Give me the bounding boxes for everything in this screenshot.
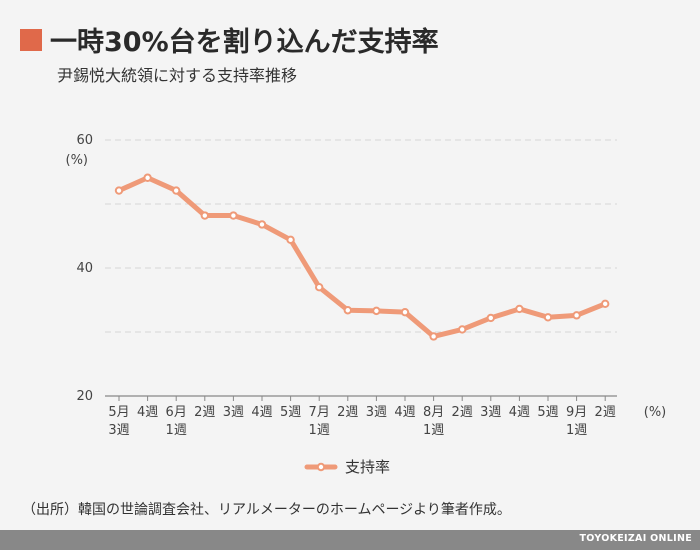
y-tick-label: 20 (76, 389, 93, 404)
data-point (515, 304, 524, 314)
data-point (372, 306, 381, 316)
legend-label: 支持率 (345, 458, 390, 476)
x-tick-label: 6月 (166, 405, 187, 420)
x-tick-label: 2週 (452, 405, 473, 420)
y-unit-label: (%) (66, 153, 89, 168)
x-tick-label: 7月 (309, 405, 330, 420)
x-tick-label: 5月 (108, 405, 129, 420)
x-tick-label: 9月 (566, 405, 587, 420)
line-chart: 20 40 60 (%) 5月 3週 4週 6月 1週 2週 3週 4週 5週 7月 1週 2週 3週 4週 8月 1… (66, 133, 667, 476)
data-point (458, 325, 467, 334)
x-unit-label: (%) (644, 405, 667, 420)
data-point (143, 173, 152, 182)
x-tick-label: 1週 (423, 423, 444, 438)
title-marker (20, 28, 42, 51)
data-point (229, 211, 238, 220)
data-point (286, 235, 295, 245)
data-point (114, 186, 124, 195)
legend-marker (316, 462, 326, 472)
x-tick-label: 3週 (223, 405, 244, 420)
source-note: （出所）韓国の世論調査会社、リアルメーターのホームページより筆者作成。 (22, 502, 511, 518)
x-tick-label: 2週 (194, 405, 215, 420)
y-tick-label: 40 (76, 261, 93, 276)
x-tick-label: 5週 (537, 405, 558, 420)
chart-subtitle: 尹錫悦大統領に対する支持率推移 (57, 66, 298, 85)
data-point (343, 306, 352, 315)
data-point (257, 220, 267, 229)
data-point (429, 332, 438, 341)
chart-title: 一時30%台を割り込んだ支持率 (50, 27, 439, 58)
title-row: 一時30%台を割り込んだ支持率 (20, 20, 439, 59)
x-tick-label: 4週 (137, 405, 158, 420)
x-tick-label: 4週 (509, 405, 530, 420)
x-tick-label: 2週 (595, 405, 616, 420)
x-tick-label: 1週 (166, 423, 187, 438)
data-point (200, 211, 210, 220)
data-point (572, 311, 581, 320)
data-point (400, 307, 410, 317)
x-tick-label: 3週 (480, 405, 501, 420)
x-tick-label: 1週 (309, 423, 330, 438)
data-point (486, 313, 495, 323)
data-point (172, 186, 181, 195)
data-point (601, 299, 610, 309)
x-tick-label: 2週 (337, 405, 358, 420)
x-tick-label: 3週 (108, 423, 129, 438)
data-point (315, 283, 324, 292)
series-line (116, 175, 608, 339)
x-tick-label: 3週 (366, 405, 387, 420)
x-tick-label: 1週 (566, 423, 587, 438)
brand-label: TOYOKEIZAI ONLINE (579, 533, 692, 544)
x-tick-label: 4週 (251, 405, 272, 420)
x-tick-label: 4週 (394, 405, 415, 420)
footer-bar: TOYOKEIZAI ONLINE (0, 530, 700, 550)
y-tick-label: 60 (76, 133, 93, 148)
x-tick-label: 5週 (280, 405, 301, 420)
x-tick-label: 8月 (423, 405, 444, 420)
data-point (543, 313, 553, 322)
